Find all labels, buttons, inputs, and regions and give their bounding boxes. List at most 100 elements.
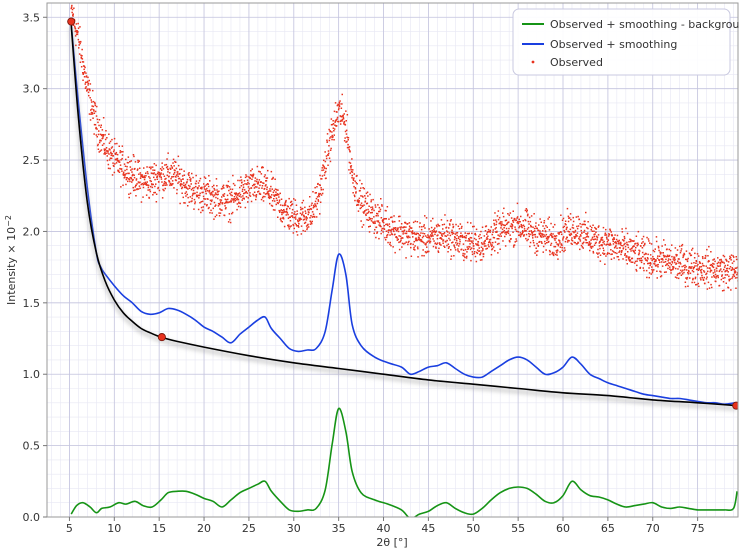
observed-point [195,180,198,182]
observed-point [254,180,256,182]
observed-point [236,197,239,200]
observed-point [203,188,206,190]
observed-point [426,251,429,253]
observed-point [264,195,266,198]
observed-point [353,173,355,175]
observed-point [96,136,98,138]
observed-point [564,231,566,233]
observed-point [732,268,734,270]
observed-point [651,270,654,272]
observed-point [709,267,711,270]
observed-point [380,198,382,200]
observed-point [265,177,267,179]
observed-point [454,233,457,235]
observed-point [599,260,602,262]
observed-point [112,162,114,164]
observed-point [563,250,565,253]
observed-point [232,199,235,201]
observed-point [609,244,611,246]
observed-point [633,240,635,242]
observed-point [659,253,662,255]
observed-point [314,200,317,203]
observed-point [516,221,518,224]
observed-point [296,225,298,227]
observed-point [698,285,700,288]
observed-point [213,218,215,220]
observed-point [605,255,607,257]
observed-point [171,176,173,178]
observed-point [71,8,74,11]
observed-point [423,255,425,257]
observed-point [93,123,96,126]
observed-point [715,275,717,278]
observed-point [357,199,359,201]
observed-point [623,235,626,238]
observed-point [159,175,161,178]
observed-point [307,226,310,228]
observed-point [527,213,529,216]
observed-point [712,266,715,269]
observed-point [86,80,89,83]
observed-point [539,234,542,237]
observed-point [283,209,285,211]
observed-point [568,217,571,219]
observed-point [702,279,705,281]
observed-point [265,180,268,182]
observed-point [102,134,104,136]
observed-point [537,245,540,247]
observed-point [696,265,698,267]
observed-point [382,219,385,221]
observed-point [394,233,396,236]
observed-point [721,270,723,273]
observed-point [253,191,256,193]
observed-point [306,228,308,231]
observed-point [731,277,733,280]
observed-point [334,102,337,104]
observed-point [353,185,355,188]
observed-point [338,107,340,109]
observed-point [525,237,527,240]
observed-point [425,251,427,254]
observed-point [229,218,231,221]
observed-point [399,215,401,218]
observed-point [561,219,564,221]
observed-point [333,130,335,132]
observed-point [548,240,550,243]
observed-point [312,213,315,215]
observed-point [348,146,351,148]
observed-point [395,227,397,229]
observed-point [280,209,283,211]
observed-point [195,174,197,177]
observed-point [77,31,79,33]
observed-point [378,206,381,209]
observed-point [439,243,441,246]
observed-point [424,251,427,253]
observed-point [543,234,545,236]
observed-point [384,218,386,220]
observed-point [321,169,323,172]
observed-point [620,242,622,244]
observed-point [311,222,313,225]
observed-point [98,130,100,132]
observed-point [307,208,309,211]
observed-point [444,214,446,216]
observed-point [711,276,713,278]
observed-point [487,228,490,231]
observed-point [376,231,379,233]
observed-point [156,176,158,178]
observed-point [85,75,88,77]
observed-point [240,179,243,181]
observed-point [376,232,378,234]
observed-point [538,232,540,235]
observed-point [95,115,98,117]
observed-point [234,184,236,187]
observed-point [343,113,345,115]
observed-point [633,262,636,264]
observed-point [433,228,435,231]
observed-point [524,230,526,232]
observed-point [619,243,622,245]
observed-point [237,179,239,182]
observed-point [133,176,136,179]
observed-point [689,253,691,255]
observed-point [241,188,244,191]
